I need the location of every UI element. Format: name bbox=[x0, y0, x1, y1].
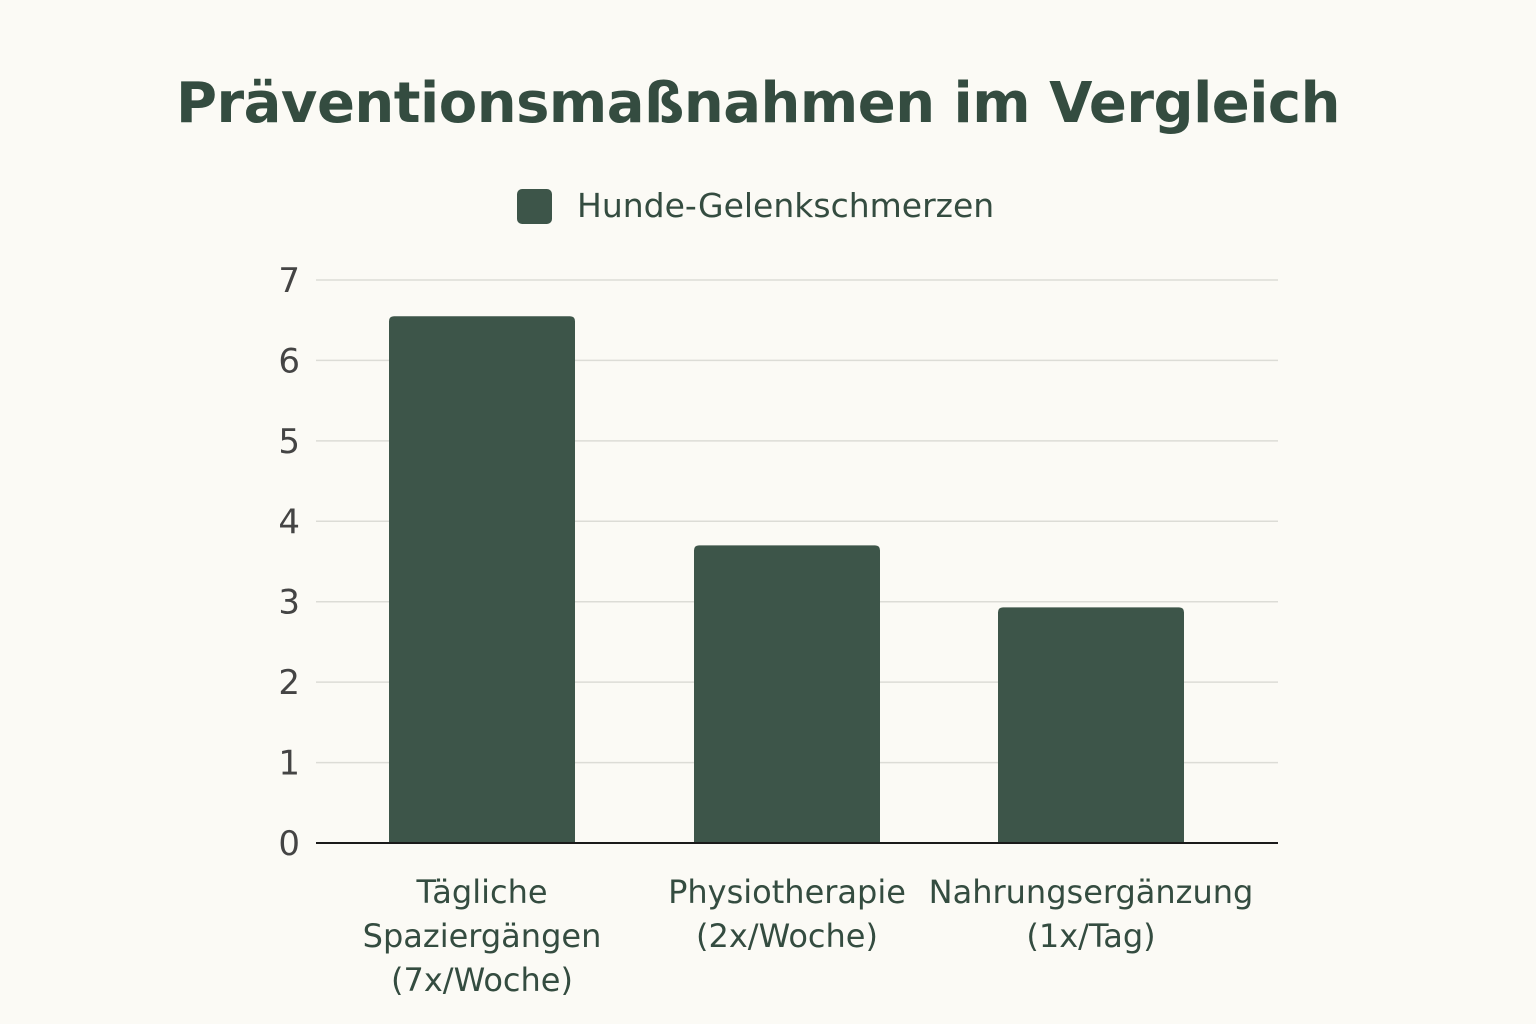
legend-swatch bbox=[517, 188, 552, 224]
x-tick-label-line: Spaziergängen bbox=[363, 917, 602, 955]
x-tick-label: Nahrungsergänzung (1x/Tag) bbox=[929, 873, 1254, 955]
y-tick-label: 0 bbox=[278, 824, 300, 864]
y-tick-label: 2 bbox=[278, 663, 300, 703]
y-tick-label: 7 bbox=[278, 261, 300, 301]
x-tick-label-line: Nahrungsergänzung bbox=[929, 873, 1254, 911]
x-tick-label-line: Physiotherapie bbox=[668, 873, 906, 911]
y-tick-label: 1 bbox=[278, 744, 300, 784]
bar bbox=[998, 607, 1184, 843]
x-tick-label-line: (2x/Woche) bbox=[696, 917, 878, 955]
x-tick-label: Tägliche Spaziergängen (7x/Woche) bbox=[363, 873, 602, 999]
bar bbox=[694, 545, 880, 843]
bar bbox=[389, 316, 575, 843]
chart-legend: Hunde-Gelenkschmerzen bbox=[517, 186, 994, 226]
x-tick-label: Physiotherapie (2x/Woche) bbox=[668, 873, 906, 955]
y-tick-label: 3 bbox=[278, 583, 300, 623]
x-tick-label-line: (7x/Woche) bbox=[391, 961, 573, 999]
y-tick-label: 5 bbox=[278, 422, 300, 462]
y-axis-ticks: 0 1 2 3 4 5 6 7 bbox=[278, 261, 300, 864]
chart-title: Präventionsmaßnahmen im Vergleich bbox=[175, 71, 1341, 136]
x-tick-label-line: (1x/Tag) bbox=[1026, 917, 1155, 955]
x-tick-label-line: Tägliche bbox=[415, 873, 547, 911]
y-tick-label: 4 bbox=[278, 502, 300, 542]
legend-label: Hunde-Gelenkschmerzen bbox=[577, 186, 995, 225]
bars bbox=[389, 316, 1184, 843]
x-axis-labels: Tägliche Spaziergängen (7x/Woche) Physiothe… bbox=[363, 873, 1254, 999]
y-tick-label: 6 bbox=[278, 341, 300, 381]
